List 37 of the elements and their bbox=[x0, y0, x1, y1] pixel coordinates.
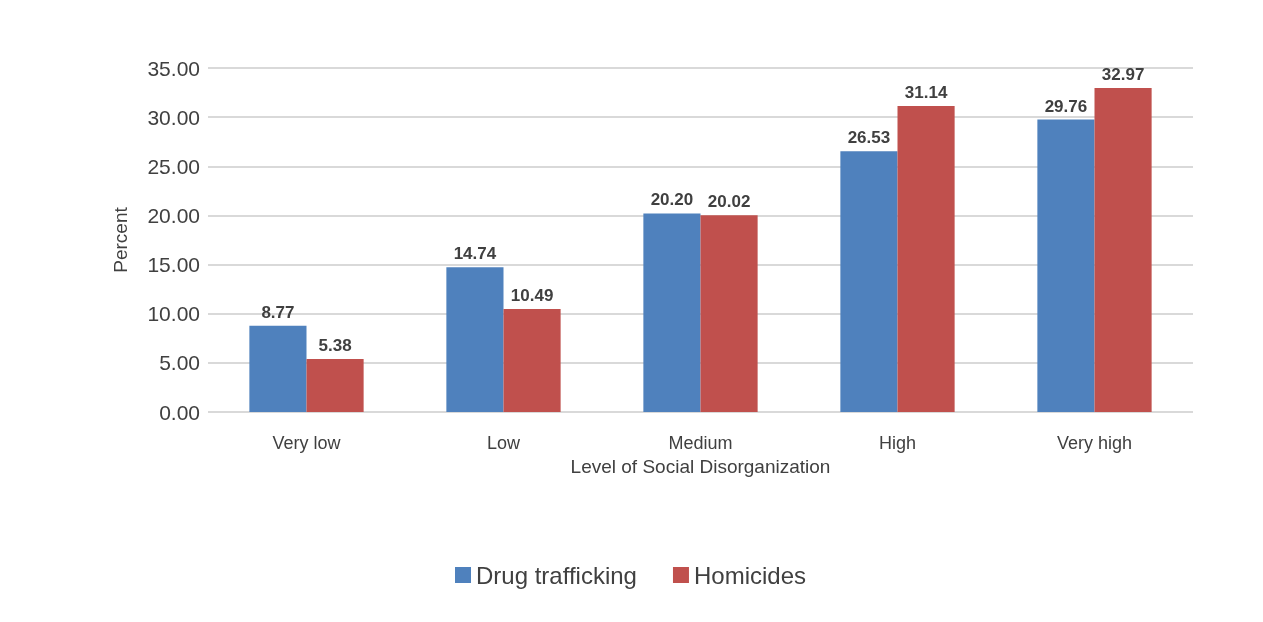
bar bbox=[1037, 119, 1095, 412]
y-axis-title: Percent bbox=[110, 206, 131, 273]
x-tick-label: Very high bbox=[1056, 433, 1133, 453]
x-tick-label: Low bbox=[486, 433, 522, 453]
y-tick-label: 0.00 bbox=[159, 400, 200, 424]
data-label: 10.49 bbox=[510, 285, 554, 305]
y-tick-label: 5.00 bbox=[159, 351, 200, 375]
x-tick-label: Very low bbox=[272, 433, 342, 453]
data-label: 20.20 bbox=[650, 190, 694, 210]
y-tick-label: 35.00 bbox=[147, 56, 200, 80]
legend-label: Drug trafficking bbox=[476, 561, 637, 589]
bar bbox=[643, 213, 701, 412]
y-tick-label: 25.00 bbox=[147, 154, 200, 178]
bar bbox=[503, 308, 561, 412]
x-tick-label: High bbox=[878, 433, 917, 453]
data-label: 29.76 bbox=[1044, 96, 1088, 116]
bar bbox=[306, 359, 364, 412]
x-axis-title: Level of Social Disorganization bbox=[570, 455, 831, 477]
data-label: 26.53 bbox=[847, 128, 891, 148]
data-label: 20.02 bbox=[707, 192, 751, 212]
y-tick-label: 15.00 bbox=[147, 253, 200, 277]
data-label: 8.77 bbox=[261, 302, 295, 322]
y-tick-label: 30.00 bbox=[147, 105, 200, 129]
bar bbox=[897, 105, 955, 412]
bar bbox=[249, 325, 307, 412]
data-label: 32.97 bbox=[1101, 64, 1145, 84]
data-label: 14.74 bbox=[453, 244, 497, 264]
bar bbox=[700, 215, 758, 412]
data-label: 31.14 bbox=[904, 82, 948, 102]
legend-label: Homicides bbox=[693, 561, 806, 589]
bar bbox=[446, 267, 504, 412]
y-tick-label: 10.00 bbox=[147, 302, 200, 326]
y-tick-label: 20.00 bbox=[147, 203, 200, 227]
data-label: 5.38 bbox=[318, 336, 352, 356]
bar bbox=[840, 151, 898, 412]
x-tick-label: Medium bbox=[668, 433, 733, 453]
bar bbox=[1094, 87, 1152, 412]
